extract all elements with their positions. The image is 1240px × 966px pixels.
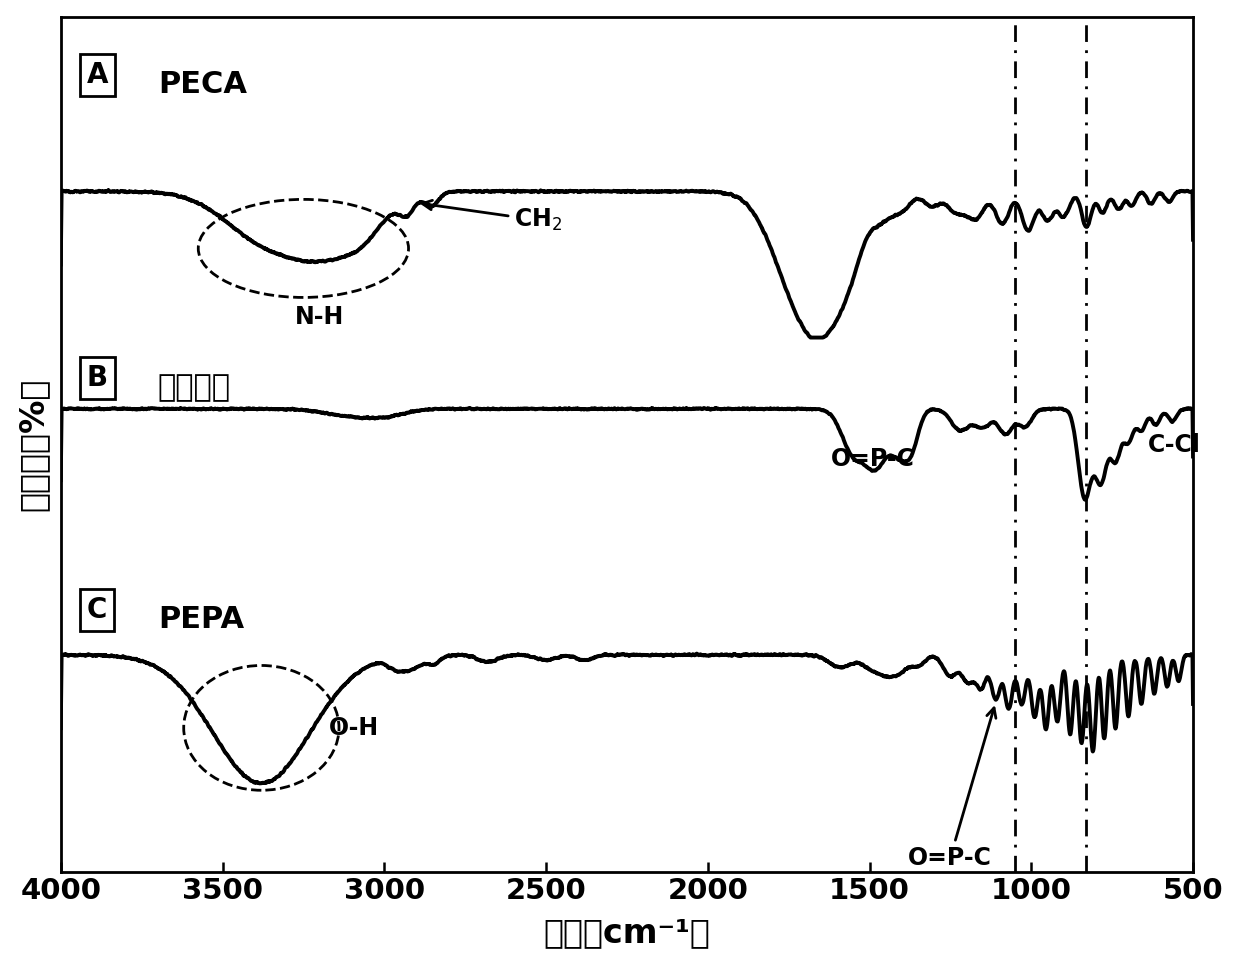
Text: O-H: O-H — [330, 716, 379, 740]
Text: PECA: PECA — [157, 71, 247, 99]
X-axis label: 波数（cm⁻¹）: 波数（cm⁻¹） — [543, 917, 711, 950]
Text: C-Cl: C-Cl — [1148, 433, 1200, 457]
Text: 三聚氯氰: 三聚氯氰 — [157, 373, 231, 402]
Text: N-H: N-H — [295, 305, 345, 329]
Text: CH$_2$: CH$_2$ — [423, 200, 562, 233]
Text: PEPA: PEPA — [157, 605, 244, 634]
Text: B: B — [87, 364, 108, 392]
Text: C: C — [87, 596, 107, 624]
Text: A: A — [87, 61, 108, 89]
Text: O=P-C: O=P-C — [831, 447, 915, 470]
Text: O=P-C: O=P-C — [909, 708, 996, 869]
Y-axis label: 透射率（%）: 透射率（%） — [16, 378, 50, 511]
